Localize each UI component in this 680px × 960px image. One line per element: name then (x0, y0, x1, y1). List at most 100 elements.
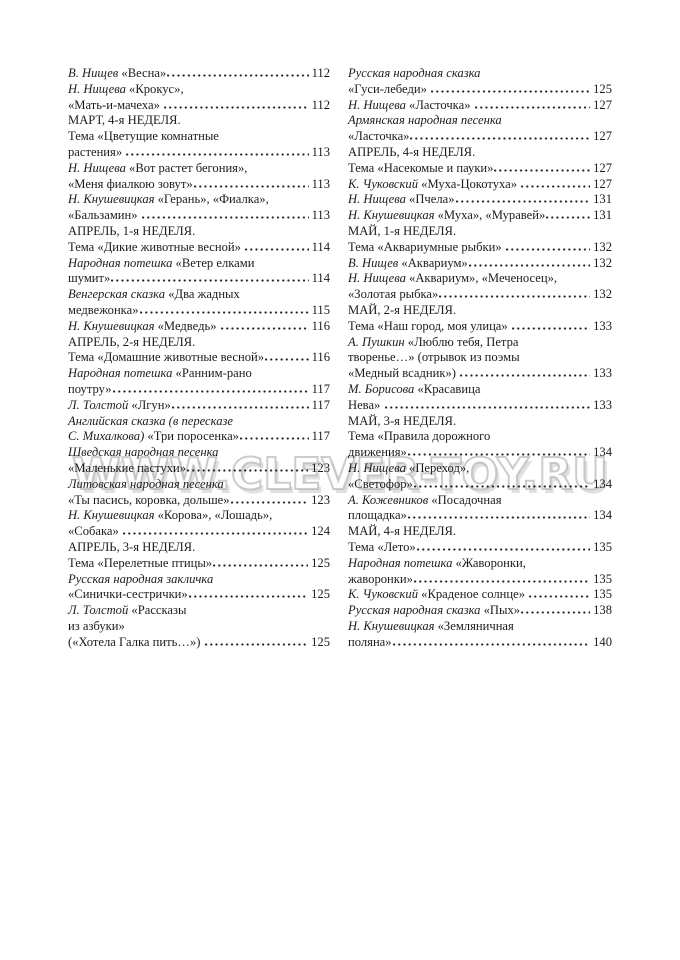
toc-entry-text: шумит» (68, 271, 110, 287)
toc-entry-title: «Мать-и-мачеха» (68, 97, 164, 112)
toc-entry-text: С. Михалкова) «Три поросенка» (68, 429, 239, 445)
dot-leader (122, 532, 309, 536)
toc-entry-line: Народная потешка «Ранним-рано (68, 366, 330, 382)
page-number: 127 (593, 160, 612, 175)
toc-entry-line: медвежонка» 115 (68, 303, 330, 319)
dot-leader (112, 389, 309, 393)
dot-leader (460, 374, 591, 378)
toc-entry-line: Л. Толстой «Рассказы (68, 603, 330, 619)
toc-entry-author: Русская народная сказка (348, 66, 481, 80)
toc-entry-author: Народная потешка (68, 366, 173, 381)
toc-entry-title: МАЙ, 1-я НЕДЕЛЯ. (348, 223, 457, 238)
toc-entry-line: Нева» 133 (348, 398, 612, 414)
page-number: 140 (593, 634, 612, 649)
page-number: 114 (311, 271, 330, 286)
toc-entry-line: Тема «Цветущие комнатные (68, 129, 330, 145)
dot-leader (265, 358, 309, 362)
toc-entry-title: Тема «Домашние животные весной» (68, 350, 265, 365)
toc-entry-line: К. Чуковский «Муха-Цокотуха» 127 (348, 177, 612, 193)
toc-entry-author: С. Михалкова) (68, 429, 145, 444)
toc-entry-title: «Весна» (118, 66, 167, 80)
toc-entry-text: Народная потешка «Ранним-рано (68, 366, 252, 382)
page-number: 112 (311, 66, 330, 80)
toc-entry-line: МАРТ, 4-я НЕДЕЛЯ. (68, 113, 330, 129)
toc-entry-author: Н. Нищева (68, 81, 126, 96)
toc-entry-title: «Три поросенка» (144, 429, 239, 444)
toc-entry-line: «Собака» 124 (68, 524, 330, 540)
toc-entry-line: Народная потешка «Ветер елками (68, 256, 330, 272)
toc-entry-title: «Пчела» (405, 192, 455, 207)
toc-entry-title: «Ласточка» (348, 129, 410, 144)
toc-entry-text: Тема «Перелетные птицы» (68, 556, 212, 572)
toc-entry-title: «Вот растет бегония», (125, 160, 248, 175)
toc-entry-title: «Красавица (414, 381, 481, 396)
toc-entry-text: Английская сказка (в пересказе (68, 414, 233, 430)
toc-entry-text: Н. Нищева «Пчела» (348, 192, 455, 208)
page-number: 132 (593, 239, 612, 254)
dot-leader (193, 184, 309, 188)
toc-entry-text: Русская народная сказка «Пых» (348, 603, 520, 619)
toc-entry-line: АПРЕЛЬ, 3-я НЕДЕЛЯ. (68, 540, 330, 556)
toc-entry-author: Л. Толстой (68, 397, 129, 412)
toc-entry-text: А. Кожевников «Посадочная (348, 493, 502, 509)
toc-entry-line: МАЙ, 3-я НЕДЕЛЯ. (348, 414, 612, 430)
toc-entry-line: «Мать-и-мачеха» 112 (68, 98, 330, 114)
toc-entry-title: «Корова», «Лошадь», (154, 508, 273, 523)
page-number: 113 (311, 208, 330, 223)
toc-entry-line: Русская народная сказка «Пых» 138 (348, 603, 612, 619)
dot-leader (410, 137, 591, 141)
toc-entry-author: Русская народная закличка (68, 571, 214, 586)
toc-entry-line: МАЙ, 2-я НЕДЕЛЯ. (348, 303, 612, 319)
toc-entry-text: творенье…» (отрывок из поэмы (348, 350, 520, 366)
toc-entry-text: М. Борисова «Красавица (348, 382, 480, 398)
toc-entry-title: Тема «Лето» (348, 539, 416, 554)
toc-entry-line: Н. Кнушевицкая «Медведь» 116 (68, 319, 330, 335)
page-number: 127 (593, 97, 612, 112)
toc-entry-author: К. Чуковский (348, 176, 419, 191)
toc-entry-title: поляна» (348, 634, 392, 649)
toc-entry-text: Н. Нищева «Вот растет бегония», (68, 161, 247, 177)
toc-entry-text: Тема «Наш город, моя улица» (348, 319, 511, 335)
toc-entry-text: Шведская народная песенка (68, 445, 218, 461)
dot-leader (139, 310, 309, 314)
toc-entry-title: АПРЕЛЬ, 3-я НЕДЕЛЯ. (68, 539, 196, 554)
toc-entry-line: «Гуси-лебеди» 125 (348, 82, 612, 98)
page-number: 125 (593, 81, 612, 96)
toc-entry-author: Шведская народная песенка (68, 445, 219, 460)
toc-entry-line: А. Пушкин «Люблю тебя, Петра (348, 335, 612, 351)
dot-leader (413, 484, 591, 488)
toc-entry-line: поутру» 117 (68, 382, 330, 398)
toc-entry-title: «Аквариум» (398, 255, 468, 270)
toc-entry-title: Тема «Насекомые и пауки» (348, 160, 494, 175)
toc-column-right: Русская народная сказка «Гуси-лебеди» 125… (348, 66, 612, 650)
toc-entry-text: Тема «Дикие животные весной» (68, 240, 244, 256)
toc-entry-text: Армянская народная песенка (348, 113, 502, 129)
toc-entry-text: МАЙ, 1-я НЕДЕЛЯ. (348, 224, 456, 240)
toc-entry-author: Н. Кнушевицкая (348, 618, 435, 633)
toc-entry-title: «Земляничная (434, 618, 514, 633)
toc-entry-title: «Гуси-лебеди» (348, 81, 431, 96)
page-number: 127 (593, 176, 612, 191)
dot-leader (188, 595, 309, 599)
toc-entry-title: «Люблю тебя, Петра (404, 334, 519, 349)
toc-entry-text: Н. Кнушевицкая «Герань», «Фиалка», (68, 192, 269, 208)
toc-entry-title: МАРТ, 4-я НЕДЕЛЯ. (68, 113, 181, 128)
page-number: 115 (311, 302, 330, 317)
toc-entry-text: Л. Толстой «Лгун» (68, 398, 171, 414)
toc-entry-text: движения» (348, 445, 407, 461)
toc-entry-text: из азбуки» (68, 619, 125, 635)
toc-entry-text: медвежонка» (68, 303, 139, 319)
toc-entry-title: «Меня фиалкою зовут» (68, 176, 193, 191)
toc-entry-text: Венгерская сказка «Два жадных (68, 287, 240, 303)
toc-entry-text: «Синички-сестрички» (68, 587, 188, 603)
toc-entry-text: АПРЕЛЬ, 4-я НЕДЕЛЯ. (348, 145, 475, 161)
toc-entry-text: Тема «Лето» (348, 540, 416, 556)
toc-entry-title: «Лгун» (128, 397, 171, 412)
toc-entry-line: Л. Толстой «Лгун» 117 (68, 398, 330, 414)
toc-entry-text: Тема «Домашние животные весной» (68, 350, 264, 366)
toc-entry-title: из азбуки» (68, 618, 125, 633)
toc-entry-title: «Ветер елками (172, 255, 255, 270)
toc-entry-title: Тема «Аквариумные рыбки» (348, 239, 505, 254)
toc-entry-title: «Рассказы (128, 603, 187, 618)
toc-entry-title: «Медный всадник») (348, 366, 460, 381)
